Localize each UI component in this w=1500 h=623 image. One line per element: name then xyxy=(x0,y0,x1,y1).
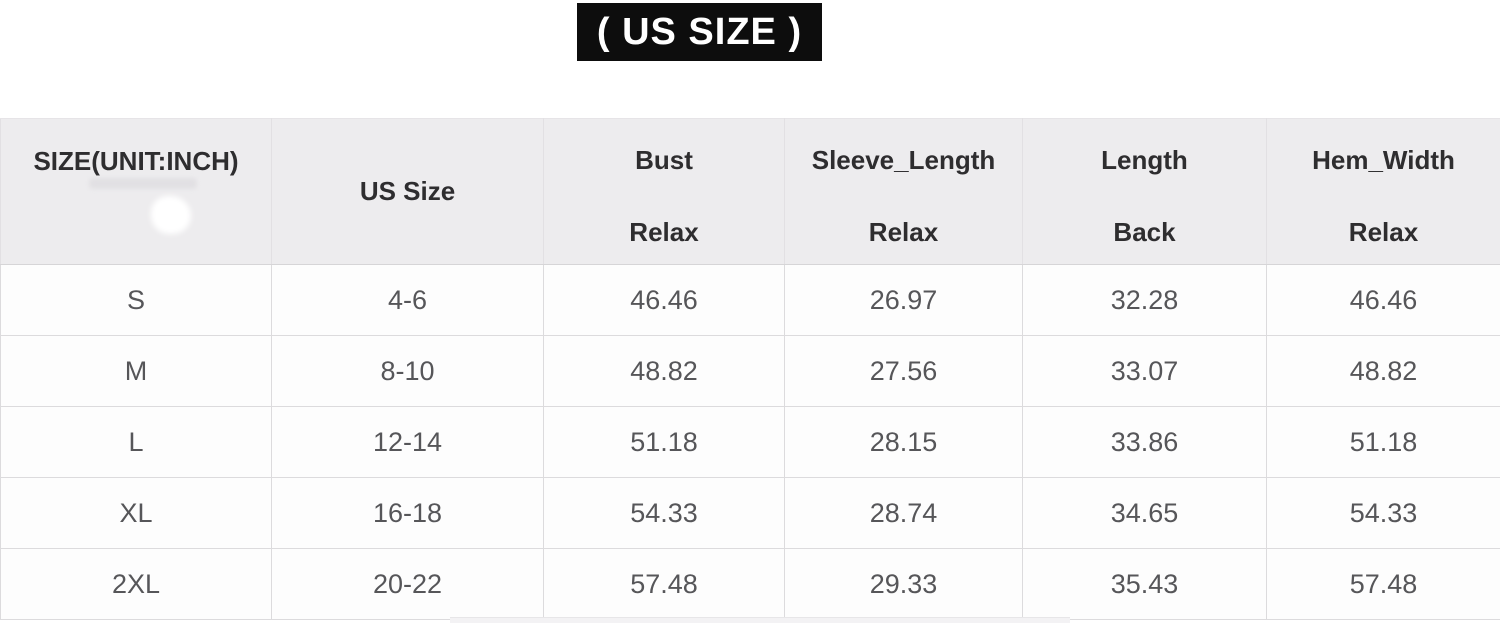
table-row-l: L 12-14 51.18 28.15 33.86 51.18 xyxy=(1,407,1500,478)
cell-hem-width: 48.82 xyxy=(1267,336,1500,407)
cell-hem-width: 46.46 xyxy=(1267,265,1500,336)
cell-sleeve-length: 26.97 xyxy=(785,265,1023,336)
hem-width-sub-label: Relax xyxy=(1267,217,1500,247)
cell-size: S xyxy=(1,265,272,336)
bust-sub-label: Relax xyxy=(544,217,784,247)
cell-bust: 54.33 xyxy=(544,478,785,549)
header-cell-hem-width: Hem_Width Relax xyxy=(1267,119,1500,265)
erased-watermark xyxy=(89,178,197,189)
sleeve-length-sub-label: Relax xyxy=(785,217,1022,247)
cell-length: 34.65 xyxy=(1023,478,1267,549)
table-header-row: SIZE(UNIT:INCH) US Size Bust Relax Sleev… xyxy=(1,119,1500,265)
cell-us-size: 20-22 xyxy=(272,549,544,620)
us-size-banner-label: ( US SIZE ) xyxy=(597,11,802,54)
cell-length: 35.43 xyxy=(1023,549,1267,620)
size-unit-label: SIZE(UNIT:INCH) xyxy=(1,146,271,176)
header-cell-bust: Bust Relax xyxy=(544,119,785,265)
us-size-header-label: US Size xyxy=(360,176,455,206)
cell-size: M xyxy=(1,336,272,407)
us-size-banner: ( US SIZE ) xyxy=(577,3,822,61)
length-label: Length xyxy=(1023,145,1266,175)
header-cell-length: Length Back xyxy=(1023,119,1267,265)
cell-length: 32.28 xyxy=(1023,265,1267,336)
header-cell-us-size: US Size xyxy=(272,119,544,265)
cell-sleeve-length: 28.15 xyxy=(785,407,1023,478)
table-row-m: M 8-10 48.82 27.56 33.07 48.82 xyxy=(1,336,1500,407)
cell-size: XL xyxy=(1,478,272,549)
cell-length: 33.86 xyxy=(1023,407,1267,478)
white-smudge xyxy=(151,196,191,234)
cell-sleeve-length: 27.56 xyxy=(785,336,1023,407)
cell-us-size: 4-6 xyxy=(272,265,544,336)
cell-hem-width: 54.33 xyxy=(1267,478,1500,549)
bust-label: Bust xyxy=(544,145,784,175)
table-row-2xl: 2XL 20-22 57.48 29.33 35.43 57.48 xyxy=(1,549,1500,620)
cell-us-size: 12-14 xyxy=(272,407,544,478)
length-sub-label: Back xyxy=(1023,217,1266,247)
cell-us-size: 16-18 xyxy=(272,478,544,549)
header-cell-size-unit: SIZE(UNIT:INCH) xyxy=(1,119,272,265)
cell-hem-width: 51.18 xyxy=(1267,407,1500,478)
cell-sleeve-length: 28.74 xyxy=(785,478,1023,549)
cell-us-size: 8-10 xyxy=(272,336,544,407)
cell-bust: 51.18 xyxy=(544,407,785,478)
cell-size: L xyxy=(1,407,272,478)
hem-width-label: Hem_Width xyxy=(1267,145,1500,175)
table-row-xl: XL 16-18 54.33 28.74 34.65 54.33 xyxy=(1,478,1500,549)
cell-hem-width: 57.48 xyxy=(1267,549,1500,620)
cell-bust: 48.82 xyxy=(544,336,785,407)
cell-size: 2XL xyxy=(1,549,272,620)
cell-length: 33.07 xyxy=(1023,336,1267,407)
header-cell-sleeve-length: Sleeve_Length Relax xyxy=(785,119,1023,265)
sleeve-length-label: Sleeve_Length xyxy=(785,145,1022,175)
size-chart-table: SIZE(UNIT:INCH) US Size Bust Relax Sleev… xyxy=(0,118,1500,620)
cutoff-next-row-strip xyxy=(450,617,1070,623)
cell-bust: 46.46 xyxy=(544,265,785,336)
table-row-s: S 4-6 46.46 26.97 32.28 46.46 xyxy=(1,265,1500,336)
cell-sleeve-length: 29.33 xyxy=(785,549,1023,620)
cell-bust: 57.48 xyxy=(544,549,785,620)
